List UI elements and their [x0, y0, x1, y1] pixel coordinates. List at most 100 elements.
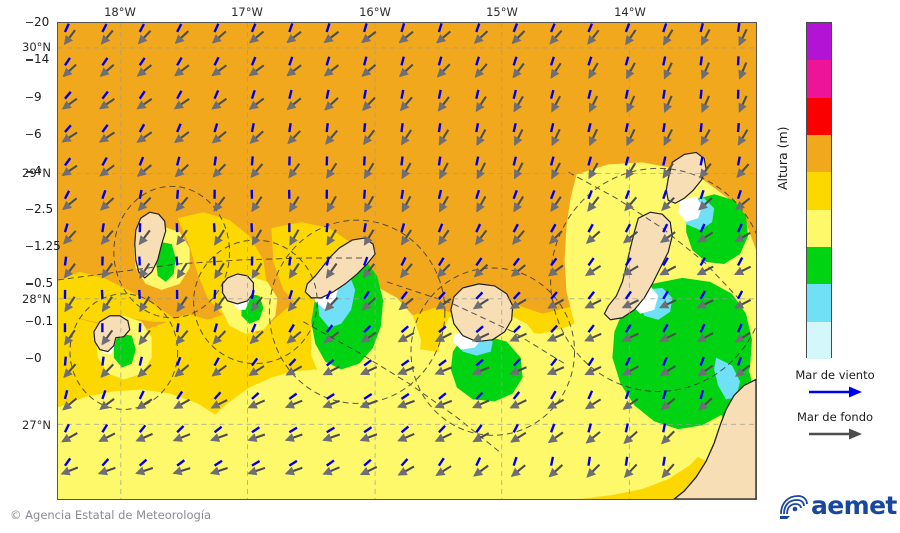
- swell-arrow: [397, 366, 415, 376]
- swell-arrow: [621, 299, 639, 309]
- swell-arrow: [361, 64, 377, 77]
- swell-arrow: [362, 263, 376, 279]
- swell-arrow: [699, 162, 712, 179]
- wind-sea-barb: [101, 57, 109, 67]
- swell-arrow: [323, 30, 340, 44]
- swell-arrow: [175, 196, 189, 212]
- wind-sea-barb: [64, 91, 72, 100]
- island-gran-canaria: [450, 283, 514, 343]
- swell-arrow: [99, 397, 115, 410]
- swell-arrow: [397, 465, 415, 476]
- swell-arrow: [63, 230, 77, 245]
- wind-sea-barb: [325, 223, 329, 233]
- wind-sea-barb: [437, 223, 444, 233]
- swell-arrow: [363, 229, 375, 246]
- swell-arrow: [701, 62, 710, 80]
- colorbar-tickmark-6: [26, 134, 33, 136]
- y-tick-0: 30°N: [22, 40, 51, 54]
- swell-arrow: [659, 332, 677, 342]
- swell-arrow: [472, 432, 490, 443]
- swell-arrow: [436, 30, 452, 44]
- wind-sea-barb: [624, 456, 629, 466]
- swell-arrow: [396, 399, 415, 409]
- swell-arrow: [359, 465, 378, 476]
- wind-sea-barb: [400, 56, 405, 66]
- wind-sea-barb: [512, 456, 518, 467]
- swell-arrow: [510, 264, 526, 277]
- wind-sea-barb: [736, 23, 741, 33]
- swell-arrow: [623, 430, 638, 445]
- wind-sea-barb: [587, 357, 595, 367]
- wind-sea-barb: [325, 89, 330, 99]
- wind-sea-barb: [288, 23, 294, 33]
- swell-arrow: [623, 463, 638, 479]
- wind-sea-barb: [587, 257, 595, 267]
- swell-arrow: [438, 195, 449, 213]
- wind-sea-barb: [400, 123, 404, 133]
- swell-arrow: [287, 296, 301, 312]
- wind-sea-barb: [587, 423, 593, 433]
- swell-arrow: [361, 297, 377, 311]
- wind-sea-barb: [250, 156, 254, 166]
- wind-sea-barb: [176, 56, 183, 66]
- swell-arrow: [400, 129, 413, 146]
- swell-arrow: [513, 196, 525, 213]
- swell-arrow: [248, 97, 265, 110]
- wind-sea-barb: [549, 423, 556, 433]
- swell-arrow: [289, 196, 300, 213]
- wave-height-map[interactable]: [57, 22, 757, 500]
- colorbar-band-8: [807, 23, 831, 61]
- wind-sea-barb: [138, 57, 146, 66]
- aemet-logo[interactable]: aemet: [778, 492, 897, 519]
- wind-sea-barb: [475, 156, 480, 166]
- wind-sea-barb: [288, 358, 297, 367]
- wind-sea-barb: [662, 122, 666, 133]
- swell-arrow: [551, 128, 561, 147]
- wind-sea-barb: [400, 156, 404, 166]
- swell-arrow: [660, 231, 676, 244]
- wind-sea-barb: [699, 389, 705, 400]
- swell-arrow: [176, 229, 188, 246]
- swell-arrow: [174, 163, 190, 178]
- swell-arrow: [98, 131, 116, 143]
- wind-sea-barb: [400, 189, 405, 199]
- wind-sea-barb: [175, 189, 180, 199]
- wind-sea-barb: [549, 189, 556, 200]
- swell-arrow: [99, 164, 115, 177]
- swell-arrow: [434, 332, 452, 342]
- wind-sea-barb: [176, 356, 182, 366]
- wind-sea-barb: [662, 290, 669, 300]
- wind-sea-barb: [736, 356, 743, 366]
- swell-arrow: [434, 399, 453, 409]
- wind-sea-barb: [213, 459, 223, 467]
- swell-arrow: [322, 365, 340, 376]
- wind-sea-barb: [101, 423, 109, 433]
- wind-sea-barb: [101, 156, 108, 166]
- wind-sea-barb: [437, 23, 443, 33]
- swell-arrow: [363, 162, 375, 180]
- swell-arrow: [626, 128, 636, 147]
- swell-arrow: [101, 262, 114, 279]
- wind-sea-barb: [624, 423, 629, 433]
- swell-arrow: [736, 163, 750, 179]
- wind-sea-barb: [250, 89, 256, 100]
- wind-sea-barb: [363, 458, 372, 467]
- gray-arrow-icon: [809, 428, 862, 440]
- swell-arrow: [209, 433, 228, 442]
- swell-arrow: [398, 297, 414, 311]
- swell-arrow: [136, 398, 153, 410]
- wind-sea-barb: [624, 89, 629, 99]
- y-tick-3: 27°N: [22, 418, 51, 432]
- swell-arrow: [474, 63, 488, 78]
- swell-arrow: [62, 397, 78, 411]
- colorbar[interactable]: [806, 22, 832, 359]
- wind-sea-barb: [699, 89, 703, 99]
- swell-arrow: [136, 131, 153, 143]
- wind-sea-barb: [362, 123, 367, 133]
- swell-arrow: [622, 230, 639, 244]
- map-canvas: [58, 23, 756, 499]
- wind-sea-barb: [475, 123, 480, 133]
- swell-arrow: [211, 30, 227, 44]
- swell-arrow: [139, 262, 151, 279]
- wind-sea-barb: [213, 323, 219, 333]
